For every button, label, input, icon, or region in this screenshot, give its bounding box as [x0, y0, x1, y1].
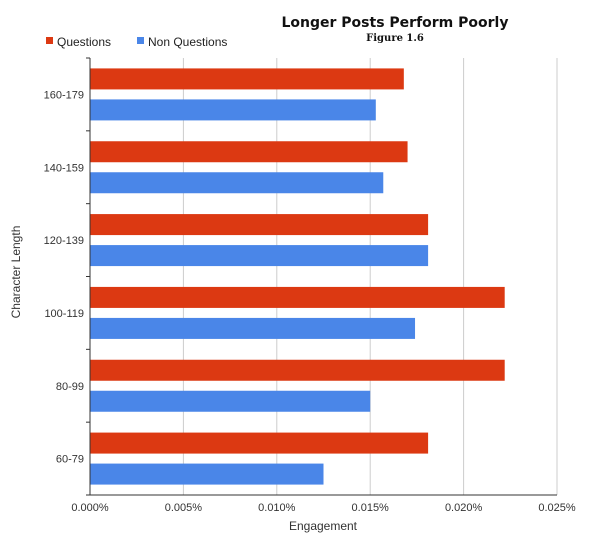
legend-label-questions: Questions [57, 35, 111, 49]
x-tick-label: 0.015% [352, 502, 390, 514]
bar-questions [90, 359, 505, 381]
x-axis-title: Engagement [289, 519, 358, 533]
x-tick-label: 0.020% [445, 502, 483, 514]
y-tick-label: 160-179 [44, 89, 84, 101]
y-tick-label: 120-139 [44, 235, 84, 247]
legend-swatch-non-questions [137, 37, 144, 44]
bar-non-questions [90, 317, 416, 339]
x-tick-label: 0.005% [165, 502, 203, 514]
bar-questions [90, 141, 408, 163]
axes [86, 57, 557, 496]
gridlines [182, 58, 558, 495]
y-tick-label: 140-159 [44, 162, 84, 174]
y-tick-label: 80-99 [56, 381, 84, 393]
y-tick-label: 60-79 [56, 454, 84, 466]
legend-label-non-questions: Non Questions [148, 35, 227, 49]
bar-questions [90, 286, 505, 308]
bar-non-questions [90, 172, 384, 194]
bar-questions [90, 214, 429, 236]
y-tick-labels: 160-179 140-159 120-139 100-119 80-99 60-79 [44, 89, 84, 465]
bar-non-questions [90, 99, 376, 121]
bar-non-questions [90, 245, 429, 267]
bar-non-questions [90, 390, 371, 412]
y-tick-label: 100-119 [44, 308, 84, 320]
x-tick-labels: 0.000% 0.005% 0.010% 0.015% 0.020% 0.025% [71, 502, 576, 514]
y-axis-title: Character Length [9, 226, 23, 319]
x-tick-label: 0.025% [538, 502, 576, 514]
chart-subtitle: Figure 1.6 [366, 33, 424, 44]
bars [90, 68, 505, 485]
chart-title: Longer Posts Perform Poorly [282, 15, 509, 31]
bar-non-questions [90, 463, 324, 485]
x-tick-label: 0.010% [258, 502, 296, 514]
bar-questions [90, 432, 429, 454]
x-tick-label: 0.000% [71, 502, 109, 514]
legend-swatch-questions [46, 37, 53, 44]
legend: Questions Non Questions [46, 35, 227, 49]
bar-questions [90, 68, 404, 90]
